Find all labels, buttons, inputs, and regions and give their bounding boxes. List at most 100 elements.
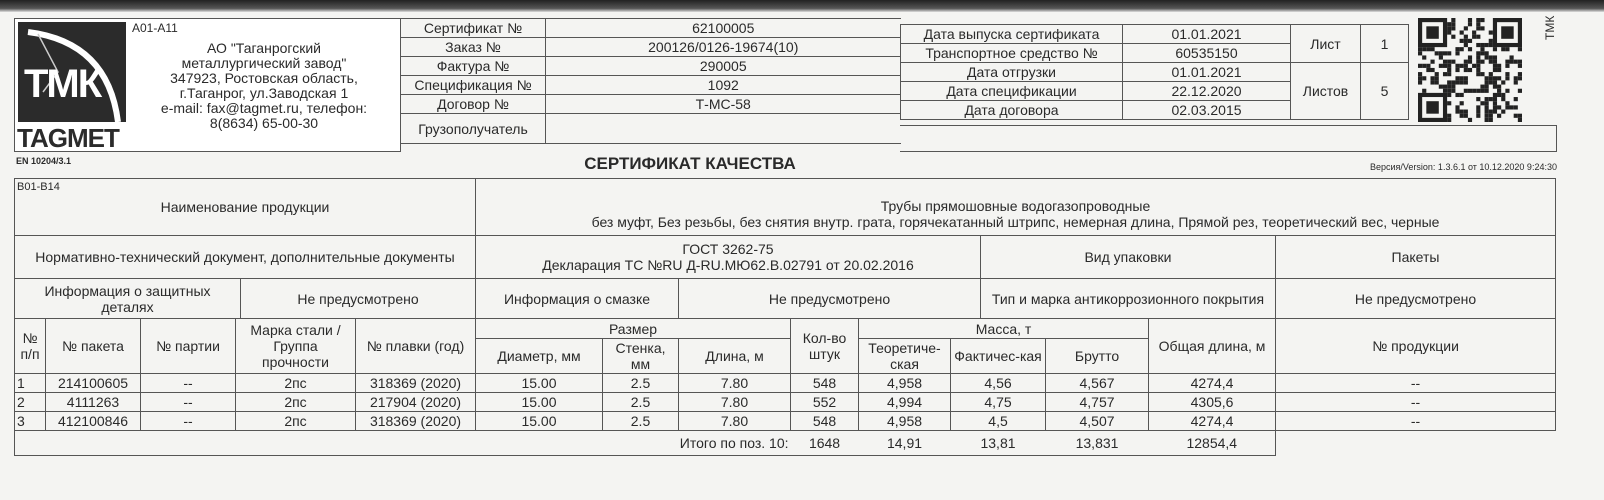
total-label: Итого по поз. 10: [13, 430, 791, 456]
field-label: Фактура № [400, 56, 546, 76]
field-label: Спецификация № [400, 75, 546, 95]
date-label: Дата выпуска сертификата [900, 24, 1123, 44]
total-row: Итого по поз. 10: 1648 14,91 13,81 13,83… [13, 430, 1556, 456]
col-wall: Стенка, мм [602, 338, 679, 374]
normative-doc: ГОСТ 3262-75 [682, 241, 774, 257]
declaration: Декларация ТС №RU Д-RU.МЮ62.В.02791 от 2… [542, 257, 914, 273]
table-row: 1 214100605 -- 2пс 318369 (2020) 15.00 2.5 7.80… [14, 373, 1557, 393]
cell-qty: 548 [790, 373, 860, 393]
cell-heat: 318369 (2020) [355, 373, 476, 393]
company-line: АО "Таганрогский [207, 40, 321, 56]
total-empty [1275, 430, 1556, 456]
dates-table: Дата выпуска сертификата 01.01.2021 Лист 1 … [900, 24, 1409, 120]
cell-theor: 4,958 [858, 411, 952, 431]
col-batch: № партии [140, 318, 236, 374]
packages-label: Пакеты [1274, 235, 1557, 279]
company-line: г.Таганрог, ул.Заводская 1 [179, 85, 349, 101]
cell-no: 1 [14, 373, 46, 393]
spec-date: 22.12.2020 [1122, 81, 1291, 101]
cell-total-length: 4274,4 [1148, 373, 1277, 393]
logo-mark: ТМК [24, 62, 102, 106]
cell-steel: 2пс [235, 392, 356, 412]
cell-total-length: 4305,6 [1148, 392, 1277, 412]
cell-heat: 217904 (2020) [355, 392, 476, 412]
table-row: 3 412100846 -- 2пс 318369 (2020) 15.00 2.5 7.80… [14, 411, 1557, 431]
company-line: 347923, Ростовская область, [170, 70, 358, 86]
cell-actual: 4,5 [950, 411, 1047, 431]
certificate-number: 62100005 [545, 18, 901, 38]
date-label: Дата договора [900, 100, 1123, 120]
cell-steel: 2пс [235, 411, 356, 431]
col-size: Размер [474, 318, 792, 339]
company-line: e-mail: fax@tagmet.ru, телефон: [160, 100, 368, 116]
cell-batch: -- [140, 392, 236, 412]
total-theor: 14,91 [858, 430, 951, 456]
field-label: Договор № [400, 94, 546, 114]
coating-value: Не предусмотрено [1274, 278, 1557, 319]
date-label: Транспортное средство № [900, 43, 1123, 63]
company-info: A01-A11 АО "Таганрогский металлургически… [128, 18, 401, 152]
contract-number: Т-МС-58 [545, 94, 901, 114]
cell-gross: 4,567 [1045, 373, 1150, 393]
col-total-length: Общая длина, м [1148, 318, 1277, 374]
total-gross: 13,831 [1045, 430, 1149, 456]
cell-package: 4111263 [45, 392, 141, 412]
company-code: A01-A11 [132, 21, 178, 35]
cell-product-no: -- [1275, 373, 1557, 393]
cell-package: 412100846 [45, 411, 141, 431]
cell-qty: 552 [790, 392, 860, 412]
items-table: № п/п № пакета № партии Марка стали / Гр… [13, 318, 1557, 456]
certificate-fields: Сертификат № 62100005 Заказ № 200126/0126-… [400, 18, 901, 144]
cell-gross: 4,757 [1045, 392, 1150, 412]
cell-actual: 4,75 [950, 392, 1047, 412]
sheets-label: Листов [1290, 62, 1361, 120]
field-label: Сертификат № [400, 18, 546, 38]
col-no: № п/п [14, 318, 46, 374]
field-label: Грузополучатель [400, 113, 546, 144]
cell-wall: 2.5 [602, 411, 679, 431]
order-number: 200126/0126-19674(10) [545, 37, 901, 57]
packaging-label: Вид упаковки [980, 235, 1276, 279]
cell-theor: 4,994 [858, 392, 952, 412]
contract-date: 02.03.2015 [1122, 100, 1291, 120]
standard-label: EN 10204/3.1 [16, 156, 72, 166]
cell-theor: 4,958 [858, 373, 952, 393]
date-label: Дата спецификации [900, 81, 1123, 101]
sheets-count: 5 [1360, 62, 1409, 120]
sheet-label: Лист [1290, 24, 1361, 63]
cell-wall: 2.5 [602, 392, 679, 412]
protective-label: Информация о защитных деталях [14, 278, 241, 319]
product-info-table: B01-B14 Наименование продукции Трубы прям… [14, 178, 1557, 319]
cell-diameter: 15.00 [475, 392, 603, 412]
cell-package: 214100605 [45, 373, 141, 393]
version-label: Версия/Version: 1.3.6.1 от 10.12.2020 9:… [1370, 162, 1557, 172]
sheet-number: 1 [1360, 24, 1409, 63]
document-title: СЕРТИФИКАТ КАЧЕСТВА [584, 154, 796, 173]
col-actual: Фактичес-кая [950, 338, 1047, 374]
col-diameter: Диаметр, мм [475, 338, 603, 374]
cell-product-no: -- [1275, 392, 1557, 412]
date-label: Дата отгрузки [900, 62, 1123, 82]
cell-batch: -- [140, 411, 236, 431]
col-length: Длина, м [677, 338, 792, 374]
scan-edge [0, 0, 1604, 12]
product-name-label: Наименование продукции [160, 199, 330, 215]
cell-length: 7.80 [677, 373, 792, 393]
col-theor: Теоретиче-ская [858, 338, 952, 374]
lubrication-label: Информация о смазке [475, 278, 679, 319]
issue-date: 01.01.2021 [1122, 24, 1291, 44]
total-actual: 13,81 [950, 430, 1046, 456]
cell-gross: 4,507 [1045, 411, 1150, 431]
lubrication-value: Не предусмотрено [678, 278, 981, 319]
cell-actual: 4,56 [950, 373, 1047, 393]
col-package: № пакета [45, 318, 141, 374]
cell-length: 7.80 [677, 411, 792, 431]
cell-wall: 2.5 [602, 373, 679, 393]
cell-qty: 548 [790, 411, 860, 431]
col-qty: Кол-во штук [790, 318, 860, 374]
cell-heat: 318369 (2020) [355, 411, 476, 431]
cell-steel: 2пс [235, 373, 356, 393]
col-mass: Масса, т [858, 318, 1150, 339]
normative-label: Нормативно-технический документ, дополни… [14, 235, 476, 279]
company-line: металлургический завод" [181, 55, 347, 71]
